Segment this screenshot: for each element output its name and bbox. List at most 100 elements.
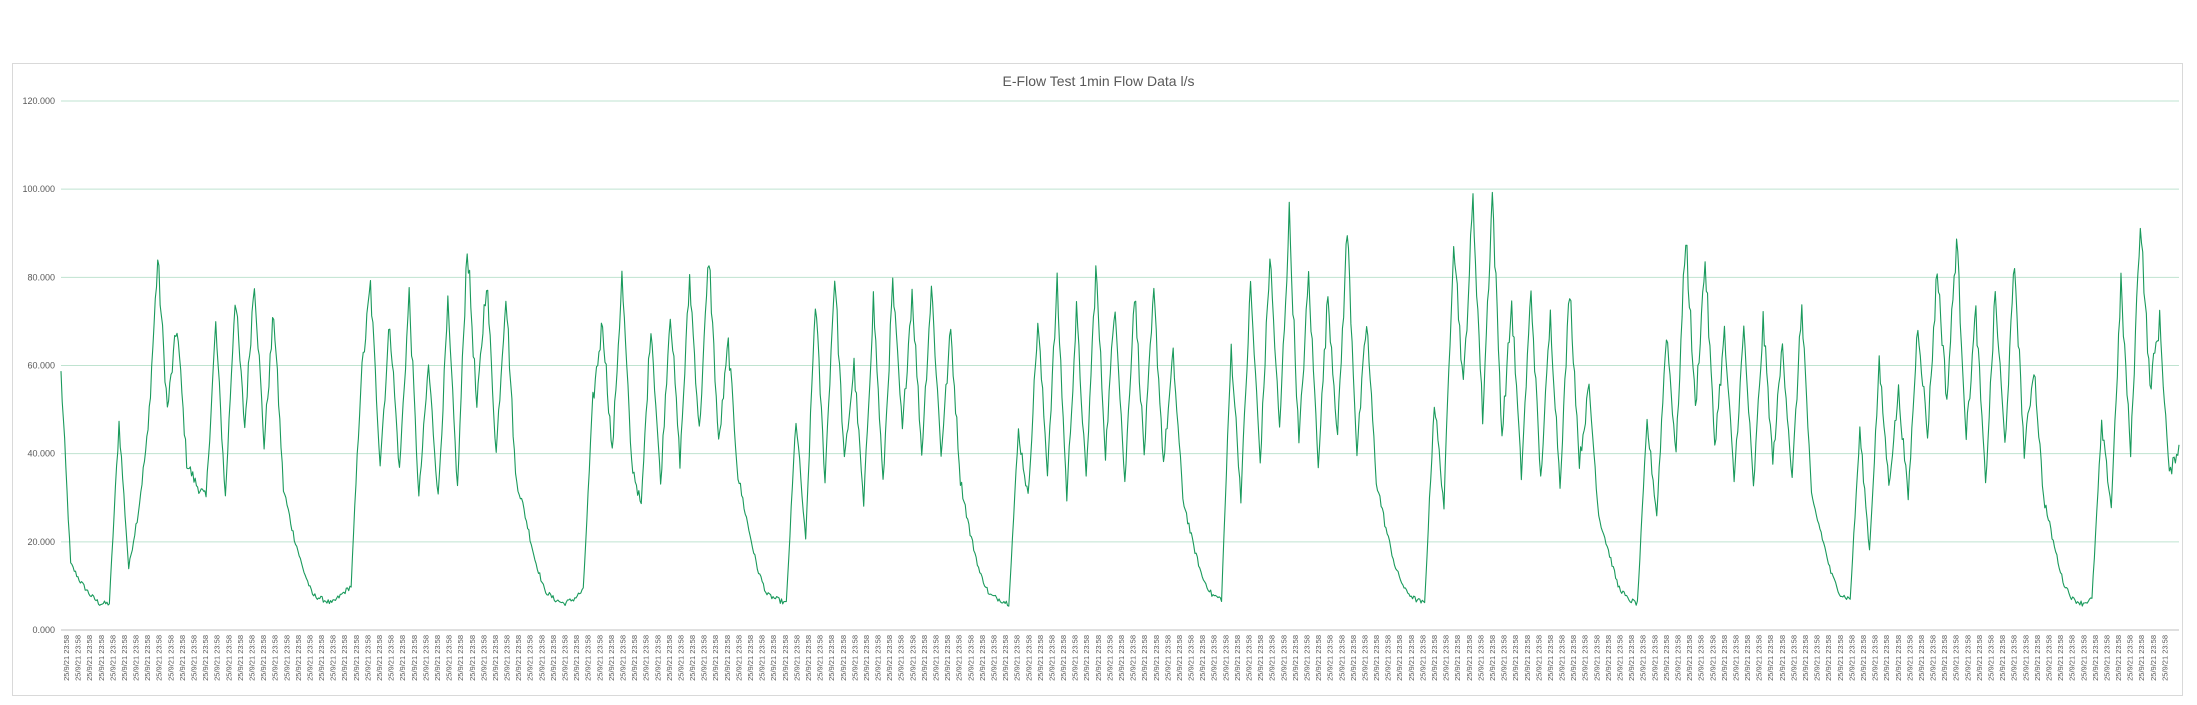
x-tick-label: 25/9/21 23:58 xyxy=(1604,635,1613,681)
x-tick-label: 25/9/21 23:58 xyxy=(259,635,268,681)
x-tick-label: 25/9/21 23:58 xyxy=(1940,635,1949,681)
x-tick-label: 25/9/21 23:58 xyxy=(468,635,477,681)
y-axis-ticks: 0.000 20.000 40.000 60.000 80.000 100.000 120.… xyxy=(22,96,55,635)
x-tick-label: 25/9/21 23:58 xyxy=(1256,635,1265,681)
x-tick-label: 25/9/21 23:58 xyxy=(1465,635,1474,681)
x-tick-label: 25/9/21 23:58 xyxy=(1071,635,1080,681)
x-tick-label: 25/9/21 23:58 xyxy=(955,635,964,681)
x-tick-label: 25/9/21 23:58 xyxy=(572,635,581,681)
x-tick-label: 25/9/21 23:58 xyxy=(1395,635,1404,681)
x-tick-label: 25/9/21 23:58 xyxy=(2149,635,2158,681)
x-tick-label: 25/9/21 23:58 xyxy=(1221,635,1230,681)
x-tick-label: 25/9/21 23:58 xyxy=(966,635,975,681)
x-tick-label: 25/9/21 23:58 xyxy=(862,635,871,681)
x-tick-label: 25/9/21 23:58 xyxy=(908,635,917,681)
x-tick-label: 25/9/21 23:58 xyxy=(85,635,94,681)
x-tick-label: 25/9/21 23:58 xyxy=(1662,635,1671,681)
x-tick-label: 25/9/21 23:58 xyxy=(282,635,291,681)
x-tick-label: 25/9/21 23:58 xyxy=(665,635,674,681)
x-tick-label: 25/9/21 23:58 xyxy=(294,635,303,681)
x-tick-label: 25/9/21 23:58 xyxy=(897,635,906,681)
x-tick-label: 25/9/21 23:58 xyxy=(1314,635,1323,681)
x-tick-label: 25/9/21 23:58 xyxy=(1720,635,1729,681)
x-tick-label: 25/9/21 23:58 xyxy=(792,635,801,681)
x-tick-label: 25/9/21 23:58 xyxy=(1105,635,1114,681)
chart-container: E-Flow Test 1min Flow Data l/s 0.000 20.0… xyxy=(12,63,2183,696)
x-tick-label: 25/9/21 23:58 xyxy=(456,635,465,681)
x-tick-label: 25/9/21 23:58 xyxy=(920,635,929,681)
x-tick-label: 25/9/21 23:58 xyxy=(155,635,164,681)
x-tick-label: 25/9/21 23:58 xyxy=(630,635,639,681)
x-tick-label: 25/9/21 23:58 xyxy=(1987,635,1996,681)
x-tick-label: 25/9/21 23:58 xyxy=(1523,635,1532,681)
x-tick-label: 25/9/21 23:58 xyxy=(97,635,106,681)
x-tick-label: 25/9/21 23:58 xyxy=(2114,635,2123,681)
x-tick-label: 25/9/21 23:58 xyxy=(410,635,419,681)
x-tick-label: 25/9/21 23:58 xyxy=(2160,635,2169,681)
x-tick-label: 25/9/21 23:58 xyxy=(2045,635,2054,681)
x-tick-label: 25/9/21 23:58 xyxy=(503,635,512,681)
x-tick-label: 25/9/21 23:58 xyxy=(1917,635,1926,681)
x-tick-label: 25/9/21 23:58 xyxy=(653,635,662,681)
flow-line-chart: E-Flow Test 1min Flow Data l/s 0.000 20.0… xyxy=(22,73,2180,681)
x-tick-label: 25/9/21 23:58 xyxy=(1569,635,1578,681)
x-tick-label: 25/9/21 23:58 xyxy=(1929,635,1938,681)
x-tick-label: 25/9/21 23:58 xyxy=(1047,635,1056,681)
x-tick-label: 25/9/21 23:58 xyxy=(398,635,407,681)
x-tick-label: 25/9/21 23:58 xyxy=(1210,635,1219,681)
x-tick-label: 25/9/21 23:58 xyxy=(1291,635,1300,681)
x-tick-label: 25/9/21 23:58 xyxy=(1488,635,1497,681)
x-tick-label: 25/9/21 23:58 xyxy=(1801,635,1810,681)
x-tick-label: 25/9/21 23:58 xyxy=(1233,635,1242,681)
chart-title: E-Flow Test 1min Flow Data l/s xyxy=(1003,73,1195,89)
x-axis-ticks: 25/9/21 23:58 25/9/21 23:58 25/9/21 23:58 2… xyxy=(62,635,2169,681)
x-tick-label: 25/9/21 23:58 xyxy=(1349,635,1358,681)
x-tick-label: 25/9/21 23:58 xyxy=(2137,635,2146,681)
x-tick-label: 25/9/21 23:58 xyxy=(1268,635,1277,681)
x-tick-label: 25/9/21 23:58 xyxy=(132,635,141,681)
y-tick-label: 100.000 xyxy=(22,184,55,194)
x-tick-label: 25/9/21 23:58 xyxy=(607,635,616,681)
x-tick-label: 25/9/21 23:58 xyxy=(1303,635,1312,681)
x-tick-label: 25/9/21 23:58 xyxy=(1650,635,1659,681)
gridlines xyxy=(61,100,2179,631)
x-tick-label: 25/9/21 23:58 xyxy=(514,635,523,681)
x-tick-label: 25/9/21 23:58 xyxy=(224,635,233,681)
x-tick-label: 25/9/21 23:58 xyxy=(1418,635,1427,681)
x-tick-label: 25/9/21 23:58 xyxy=(1894,635,1903,681)
x-tick-label: 25/9/21 23:58 xyxy=(1372,635,1381,681)
x-tick-label: 25/9/21 23:58 xyxy=(1824,635,1833,681)
x-tick-label: 25/9/21 23:58 xyxy=(1778,635,1787,681)
x-tick-label: 25/9/21 23:58 xyxy=(1685,635,1694,681)
x-tick-label: 25/9/21 23:58 xyxy=(642,635,651,681)
x-tick-label: 25/9/21 23:58 xyxy=(491,635,500,681)
x-tick-label: 25/9/21 23:58 xyxy=(62,635,71,681)
x-tick-label: 25/9/21 23:58 xyxy=(375,635,384,681)
x-tick-label: 25/9/21 23:58 xyxy=(1998,635,2007,681)
x-tick-label: 25/9/21 23:58 xyxy=(874,635,883,681)
x-tick-label: 25/9/21 23:58 xyxy=(201,635,210,681)
x-tick-label: 25/9/21 23:58 xyxy=(1963,635,1972,681)
x-tick-label: 25/9/21 23:58 xyxy=(1743,635,1752,681)
x-tick-label: 25/9/21 23:58 xyxy=(329,635,338,681)
x-tick-label: 25/9/21 23:58 xyxy=(1430,635,1439,681)
x-tick-label: 25/9/21 23:58 xyxy=(2033,635,2042,681)
x-tick-label: 25/9/21 23:58 xyxy=(1616,635,1625,681)
x-tick-label: 25/9/21 23:58 xyxy=(734,635,743,681)
x-tick-label: 25/9/21 23:58 xyxy=(1337,635,1346,681)
x-tick-label: 25/9/21 23:58 xyxy=(2126,635,2135,681)
x-tick-label: 25/9/21 23:58 xyxy=(445,635,454,681)
x-tick-label: 25/9/21 23:58 xyxy=(271,635,280,681)
x-tick-label: 25/9/21 23:58 xyxy=(1789,635,1798,681)
x-tick-label: 25/9/21 23:58 xyxy=(1905,635,1914,681)
x-tick-label: 25/9/21 23:58 xyxy=(2056,635,2065,681)
x-tick-label: 25/9/21 23:58 xyxy=(885,635,894,681)
x-tick-label: 25/9/21 23:58 xyxy=(1558,635,1567,681)
x-tick-label: 25/9/21 23:58 xyxy=(421,635,430,681)
y-tick-label: 120.000 xyxy=(22,96,55,106)
x-tick-label: 25/9/21 23:58 xyxy=(143,635,152,681)
x-tick-label: 25/9/21 23:58 xyxy=(213,635,222,681)
x-tick-label: 25/9/21 23:58 xyxy=(700,635,709,681)
series-layer xyxy=(60,191,2180,607)
x-tick-label: 25/9/21 23:58 xyxy=(537,635,546,681)
